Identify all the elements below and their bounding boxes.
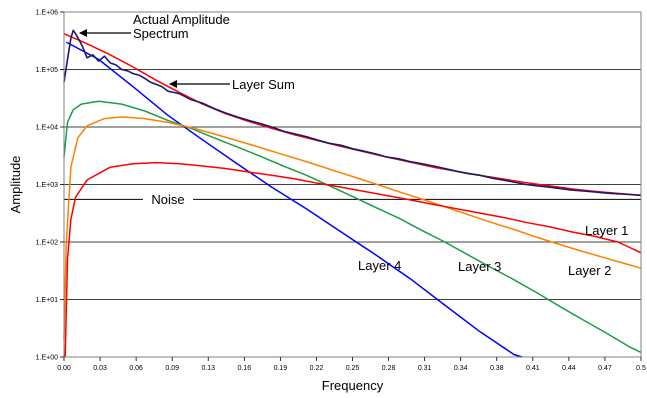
- annotations-group: Actual Amplitude Spectrum Layer Sum Layer 1…: [79, 12, 628, 278]
- x-tick-label-1: 0.03: [93, 365, 107, 372]
- annotation-layer-4-line-0: Layer 4: [358, 258, 401, 273]
- annotation-actual-amplitude-line-1: Spectrum: [133, 26, 189, 41]
- annotation-layer-4: Layer 4: [358, 258, 401, 273]
- x-tick-label-14: 0.44: [562, 365, 576, 372]
- y-tick-label-5: 1.E+05: [36, 67, 58, 74]
- annotation-layer-3: Layer 3: [458, 259, 501, 274]
- series-line-layer-1: [64, 161, 642, 358]
- x-tick-label-2: 0.06: [129, 365, 143, 372]
- noise-line-group: Noise: [64, 192, 641, 207]
- x-tick-label-8: 0.25: [346, 365, 360, 372]
- y-axis-title: Amplitude: [8, 156, 23, 214]
- x-tick-label-7: 0.22: [310, 365, 324, 372]
- annotation-layer-1: Layer 1: [585, 223, 628, 238]
- annotation-layer-2: Layer 2: [568, 263, 611, 278]
- y-tick-label-0: 1.E+00: [36, 355, 58, 362]
- x-axis-ticks: 0.00 0.03 0.06 0.09 0.13 0.16 0.19 0.22 0.25 0.28…: [57, 357, 646, 372]
- x-tick-label-9: 0.28: [382, 365, 396, 372]
- noise-label: Noise: [151, 192, 184, 207]
- y-tick-label-1: 1.E+01: [36, 297, 58, 304]
- annotation-actual-amplitude-line-0: Actual Amplitude: [133, 12, 230, 27]
- x-tick-label-10: 0.31: [418, 365, 432, 372]
- x-tick-label-0: 0.00: [57, 365, 71, 372]
- x-tick-label-11: 0.34: [454, 365, 468, 372]
- y-tick-label-3: 1.E+03: [36, 182, 58, 189]
- x-tick-label-13: 0.41: [526, 365, 540, 372]
- grid-lines: [64, 11, 641, 358]
- x-axis-title: Frequency: [322, 378, 384, 393]
- x-tick-label-6: 0.19: [274, 365, 288, 372]
- annotation-layer-sum: Layer Sum: [232, 77, 295, 92]
- y-tick-label-4: 1.E+04: [36, 125, 58, 132]
- annotation-layer-sum-line-0: Layer Sum: [232, 77, 295, 92]
- x-tick-label-4: 0.13: [201, 365, 215, 372]
- y-tick-label-2: 1.E+02: [36, 240, 58, 247]
- series-line-layer-4: [65, 41, 523, 358]
- series-line-layer-2: [63, 116, 642, 340]
- x-tick-label-12: 0.38: [490, 365, 504, 372]
- annotation-layer-3-line-0: Layer 3: [458, 259, 501, 274]
- y-tick-label-6: 1.E+06: [36, 10, 58, 17]
- x-tick-label-3: 0.09: [165, 365, 179, 372]
- x-tick-label-16: 0.5: [636, 365, 646, 372]
- series-line-layer-3: [63, 100, 642, 354]
- annotation-layer-1-line-0: Layer 1: [585, 223, 628, 238]
- x-tick-label-15: 0.47: [598, 365, 612, 372]
- x-tick-label-5: 0.16: [238, 365, 252, 372]
- series-line-actual-amplitude-spectrum: [63, 29, 642, 197]
- y-axis-ticks: 1.E+00 1.E+01 1.E+02 1.E+03 1.E+04 1.E+05 1.E+…: [36, 10, 64, 362]
- annotation-layer-2-line-0: Layer 2: [568, 263, 611, 278]
- series-group: [63, 29, 642, 358]
- series-line-layer-sum: [63, 33, 642, 197]
- annotation-actual-amplitude: Actual Amplitude Spectrum: [133, 12, 230, 41]
